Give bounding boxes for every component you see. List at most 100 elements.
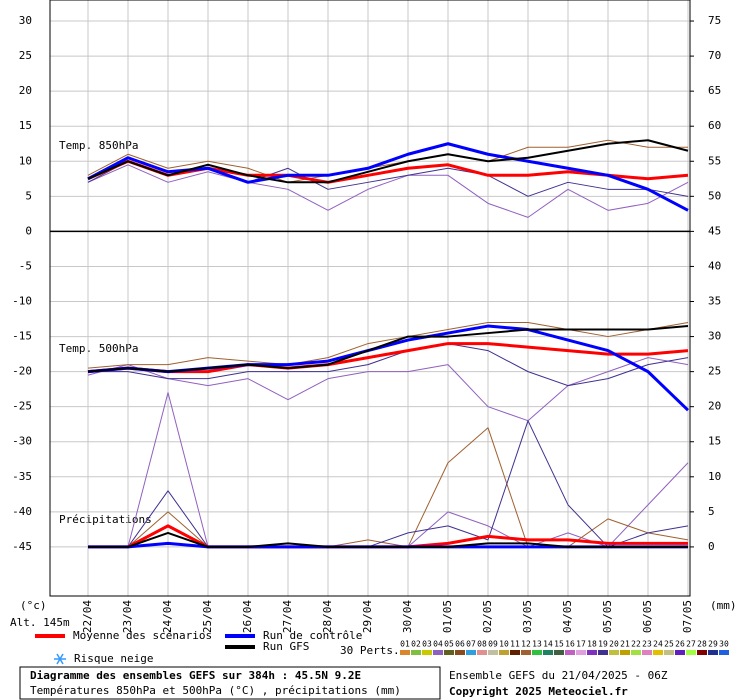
- y-tick-label: -10: [12, 295, 32, 308]
- x-tick-label: 24/04: [161, 600, 174, 633]
- pert-swatch: [576, 650, 586, 655]
- x-tick-label: 29/04: [361, 600, 374, 633]
- pert-label: 05: [444, 640, 454, 649]
- y2-tick-label: 0: [708, 540, 715, 553]
- y2-unit: (mm): [710, 599, 737, 612]
- pert-label: 25: [664, 640, 674, 649]
- pert-label: 03: [422, 640, 432, 649]
- pert-label: 17: [576, 640, 586, 649]
- y2-tick-label: 45: [708, 224, 721, 237]
- x-tick-label: 02/05: [481, 600, 494, 633]
- pert-label: 06: [455, 640, 465, 649]
- pert-label: 26: [675, 640, 685, 649]
- pert-swatch: [642, 650, 652, 655]
- y2-tick-label: 75: [708, 14, 721, 27]
- y-unit: (°c): [20, 599, 47, 612]
- pert-swatch: [686, 650, 696, 655]
- x-tick-label: 04/05: [561, 600, 574, 633]
- line-t850: [87, 159, 689, 184]
- pert-swatch: [675, 650, 685, 655]
- pert-label: 21: [620, 640, 630, 649]
- y-tick-label: -45: [12, 540, 32, 553]
- x-tick-label: 05/05: [601, 600, 614, 633]
- pert-label: 10: [499, 640, 509, 649]
- pert-label: 27: [686, 640, 696, 649]
- x-tick-label: 01/05: [441, 600, 454, 633]
- y-tick-label: -35: [12, 470, 32, 483]
- snow-icon: [54, 653, 66, 665]
- y2-tick-label: 65: [708, 84, 721, 97]
- subtitle: Températures 850hPa et 500hPa (°C) , pré…: [30, 684, 401, 697]
- y-tick-label: 20: [19, 84, 32, 97]
- y2-tick-label: 60: [708, 119, 721, 132]
- x-tick-label: 07/05: [681, 600, 694, 633]
- line-t500: [87, 325, 689, 373]
- x-tick-label: 06/05: [641, 600, 654, 633]
- pert-swatch: [598, 650, 608, 655]
- pert-label: 23: [642, 640, 652, 649]
- y-tick-label: 25: [19, 49, 32, 62]
- x-tick-label: 22/04: [81, 600, 94, 633]
- y-tick-label: -30: [12, 435, 32, 448]
- pert-label: 29: [708, 640, 718, 649]
- pert-swatch: [697, 650, 707, 655]
- snow-label: Risque neige: [74, 652, 153, 665]
- line-precip: [88, 420, 689, 548]
- y2-tick-label: 40: [708, 259, 721, 272]
- plot-frame: [49, 0, 691, 597]
- copyright: Copyright 2025 Meteociel.fr: [449, 685, 628, 698]
- pert-label: 02: [411, 640, 421, 649]
- pert-label: 22: [631, 640, 641, 649]
- y-tick-label: 0: [25, 224, 32, 237]
- legend-label: Moyenne des scénarios: [73, 629, 212, 642]
- pert-label: 30: [719, 640, 729, 649]
- pert-label: 24: [653, 640, 663, 649]
- y-tick-label: 30: [19, 14, 32, 27]
- y-tick-label: -40: [12, 505, 32, 518]
- x-tick-label: 03/05: [521, 600, 534, 633]
- pert-swatch: [543, 650, 553, 655]
- y-tick-label: -15: [12, 330, 32, 343]
- y-tick-label: -20: [12, 365, 32, 378]
- pert-swatch: [631, 650, 641, 655]
- y-tick-label: 5: [25, 189, 32, 202]
- line-precip: [88, 531, 688, 548]
- pert-swatch: [521, 650, 531, 655]
- perts-label: 30 Perts.: [340, 644, 400, 657]
- pert-swatch: [411, 650, 421, 655]
- panel-label: Temp. 850hPa: [59, 139, 138, 152]
- y2-tick-label: 30: [708, 330, 721, 343]
- pert-swatch: [609, 650, 619, 655]
- legend-label: Run GFS: [263, 640, 309, 653]
- y2-tick-label: 15: [708, 435, 721, 448]
- pert-swatch: [554, 650, 564, 655]
- pert-swatch: [664, 650, 674, 655]
- x-tick-label: 27/04: [281, 600, 294, 633]
- pert-label: 19: [598, 640, 608, 649]
- pert-label: 14: [543, 640, 553, 649]
- line-t500: [88, 343, 689, 387]
- pert-swatch: [565, 650, 575, 655]
- pert-label: 01: [400, 640, 410, 649]
- line-t850: [87, 139, 688, 183]
- y-tick-label: -25: [12, 400, 32, 413]
- line-t500: [87, 357, 689, 422]
- x-tick-label: 23/04: [121, 600, 134, 633]
- line-t850: [87, 139, 689, 184]
- y2-tick-label: 50: [708, 189, 721, 202]
- pert-swatch: [587, 650, 597, 655]
- line-t850: [87, 164, 689, 218]
- panel-label: Temp. 500hPa: [59, 342, 138, 355]
- pert-label: 13: [532, 640, 542, 649]
- pert-swatch: [433, 650, 443, 655]
- info-box: [19, 666, 441, 700]
- y2-tick-label: 70: [708, 49, 721, 62]
- title: Diagramme des ensembles GEFS sur 384h : …: [30, 669, 361, 682]
- line-t500: [87, 342, 689, 374]
- y2-tick-label: 5: [708, 505, 715, 518]
- pert-label: 28: [697, 640, 707, 649]
- y2-tick-label: 25: [708, 365, 721, 378]
- y-tick-label: -5: [19, 259, 32, 272]
- x-tick-label: 25/04: [201, 600, 214, 633]
- y2-tick-label: 55: [708, 154, 721, 167]
